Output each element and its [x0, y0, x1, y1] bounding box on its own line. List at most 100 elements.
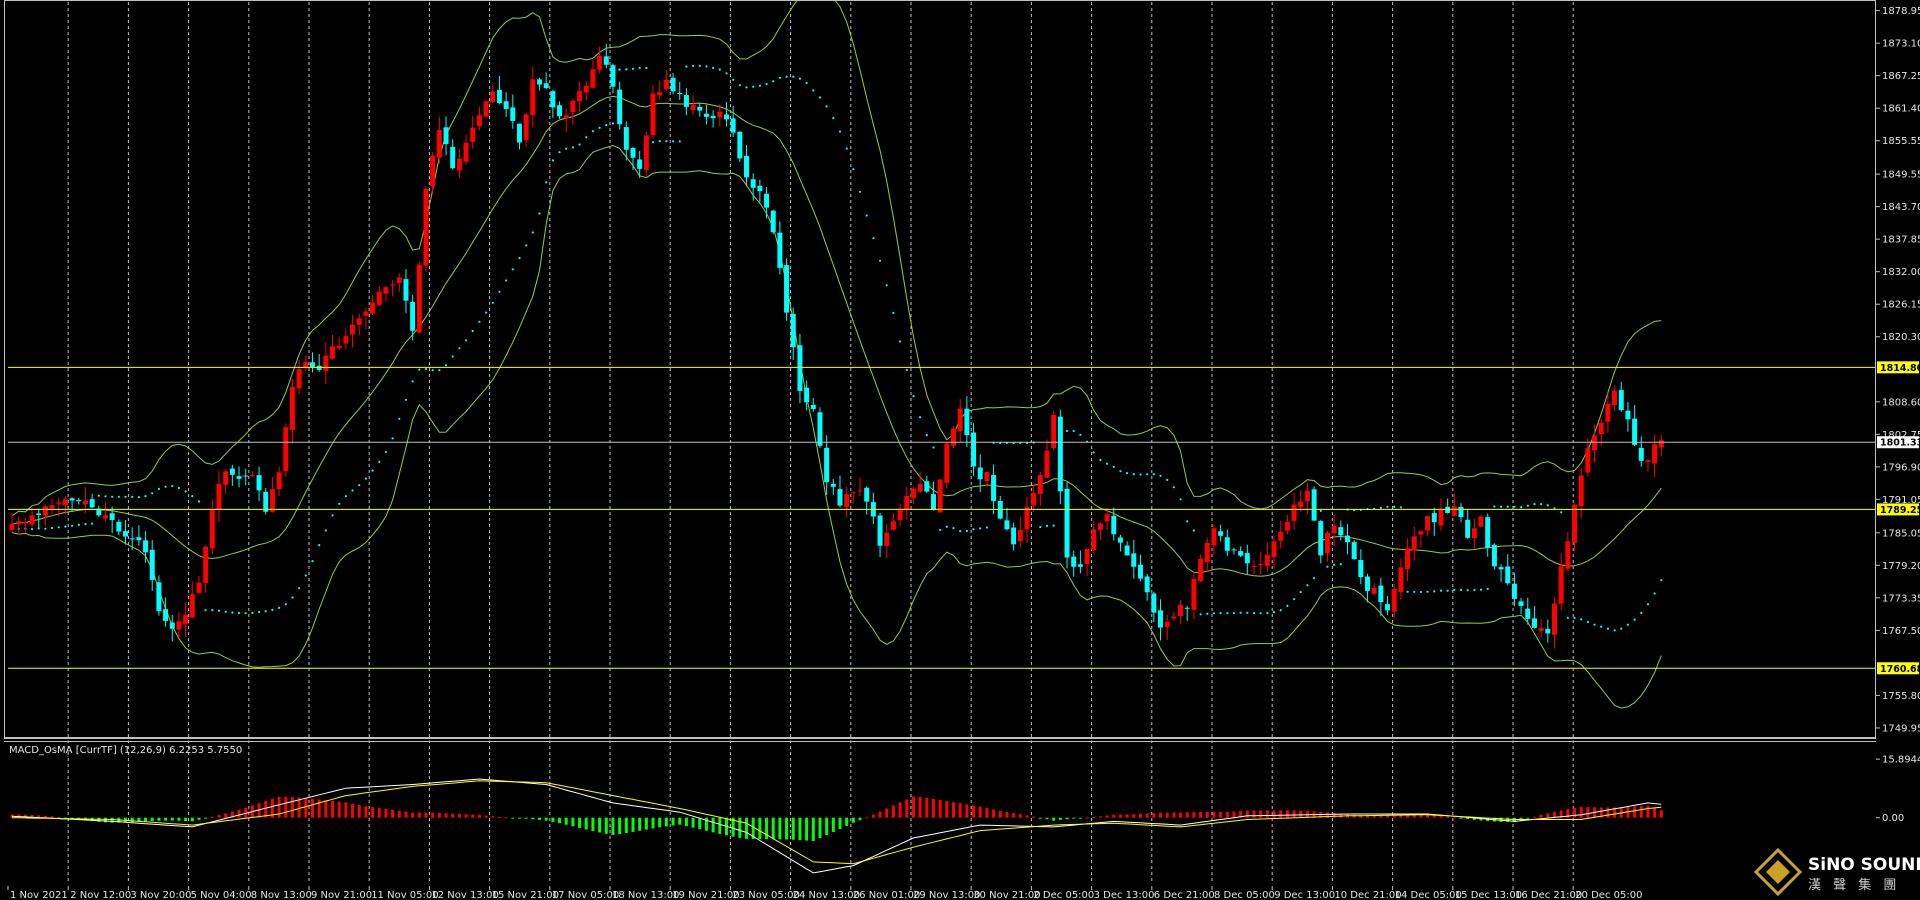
histogram-bar — [1232, 811, 1236, 818]
candle-bear — [557, 105, 563, 117]
histogram-bar — [1138, 813, 1142, 818]
sar-dot — [1600, 625, 1603, 628]
sar-dot — [558, 151, 561, 154]
logo-subtitle: 漢 聲 集 團 — [1808, 877, 1900, 893]
candle-bull — [476, 115, 482, 126]
histogram-bar — [270, 798, 274, 818]
sar-dot — [1540, 503, 1543, 506]
histogram-bar — [417, 812, 421, 818]
candle-bear — [1365, 576, 1371, 591]
candle-bear — [510, 107, 516, 121]
histogram-bar — [1205, 811, 1209, 818]
histogram-bar — [531, 817, 535, 820]
histogram-bar — [264, 801, 268, 818]
histogram-bar — [1439, 816, 1443, 818]
histogram-bar — [1399, 815, 1403, 818]
candle-bull — [276, 472, 282, 490]
candle-bull — [189, 594, 195, 618]
sar-dot — [1313, 577, 1316, 580]
histogram-bar — [57, 817, 61, 819]
candle-bull — [951, 428, 957, 446]
sar-dot — [598, 126, 601, 129]
histogram-bar — [63, 817, 67, 819]
histogram-bar — [1072, 817, 1076, 819]
histogram-bar — [891, 805, 895, 818]
candle-bear — [243, 475, 249, 477]
histogram-bar — [591, 817, 595, 831]
current-price-label: 1801.33 — [1880, 438, 1920, 449]
histogram-bar — [1265, 810, 1269, 818]
histogram-bar — [771, 817, 775, 840]
price-axis: 1878.95 1873.10 1867.25 1861.40 1855.55 1849.… — [1876, 6, 1920, 734]
candle-bull — [350, 324, 356, 335]
histogram-bar — [257, 803, 261, 818]
histogram-bar — [798, 817, 802, 841]
sar-dot — [1146, 473, 1149, 476]
histogram-bar — [411, 812, 415, 818]
candle-bear — [450, 146, 456, 169]
sar-dot — [625, 68, 628, 71]
histogram-bar — [23, 814, 27, 818]
sar-dot — [1453, 588, 1456, 592]
sar-dot — [965, 529, 969, 533]
histogram-bar — [217, 815, 221, 818]
sar-dot — [1112, 465, 1115, 468]
candle-bull — [1104, 514, 1110, 522]
candle-bull — [650, 93, 656, 136]
time-label: 10 Dec 21:00 — [1334, 890, 1401, 900]
histogram-bar — [731, 817, 735, 837]
candle-bull — [289, 387, 295, 431]
sar-dot — [852, 168, 855, 171]
candle-bear — [1498, 567, 1504, 570]
histogram-bar — [224, 813, 228, 818]
candle-bear — [1525, 608, 1531, 619]
candle-bull — [1204, 542, 1210, 563]
sar-dot — [1533, 503, 1536, 506]
level-tag — [1877, 503, 1919, 516]
sar-dot — [1566, 616, 1569, 619]
sar-dot — [491, 301, 494, 304]
candle-bull — [1451, 506, 1457, 516]
sar-dot — [1152, 473, 1155, 476]
sar-dot — [304, 574, 307, 577]
histogram-bar — [1045, 817, 1049, 820]
candle-bull — [1478, 516, 1484, 527]
candle-bull — [296, 369, 302, 389]
histogram-bar — [878, 811, 882, 818]
sar-dot — [1626, 623, 1629, 626]
sar-dot — [64, 525, 67, 528]
sar-dot — [311, 560, 314, 563]
sar-dot — [1413, 590, 1416, 594]
histogram-bar — [1412, 814, 1416, 818]
histogram-bar — [1125, 814, 1129, 818]
candle-bear — [1531, 618, 1537, 628]
candle-bear — [1431, 513, 1437, 523]
candle-bear — [1117, 537, 1123, 543]
histogram-bar — [1459, 817, 1463, 819]
sar-dot — [1206, 612, 1209, 615]
histogram-bar — [391, 809, 395, 818]
candle-bear — [630, 148, 636, 158]
sar-dot — [1433, 590, 1436, 593]
sar-dot — [825, 105, 828, 108]
candle-bear — [764, 193, 770, 208]
candle-bull — [1097, 523, 1103, 530]
histogram-bar — [504, 817, 508, 819]
histogram-bar — [998, 810, 1002, 818]
sar-dot — [925, 434, 928, 437]
histogram-bar — [103, 817, 107, 823]
sar-dot — [478, 320, 481, 323]
time-label: 14 Dec 05:00 — [1395, 890, 1462, 900]
sar-dot — [251, 611, 254, 615]
sar-dot — [1252, 612, 1256, 615]
histogram-bar — [464, 814, 468, 818]
candle-bull — [1425, 516, 1431, 531]
candle-bull — [1645, 460, 1651, 462]
macd-line — [11, 778, 1662, 874]
indicator-axis: 15.8944 0.00 — [1876, 755, 1920, 824]
candle-bull — [1471, 528, 1477, 539]
indicator-label: 0.00 — [1882, 813, 1904, 824]
time-label: 16 Dec 21:00 — [1515, 890, 1582, 900]
sar-dot — [84, 523, 87, 526]
